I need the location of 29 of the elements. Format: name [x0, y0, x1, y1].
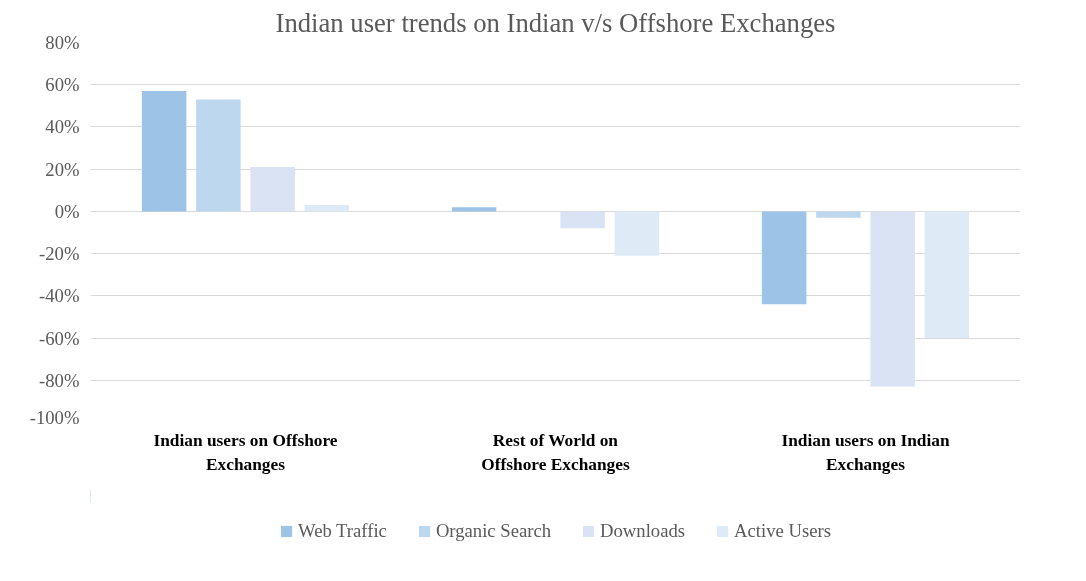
- y-tick-label: -80%: [39, 369, 80, 391]
- legend-label: Active Users: [734, 520, 831, 542]
- bar: [816, 211, 861, 218]
- chart-title: Indian user trends on Indian v/s Offshore Exchanges: [275, 7, 836, 38]
- legend-label: Organic Search: [435, 520, 552, 542]
- y-tick-label: -40%: [39, 285, 80, 307]
- bar: [924, 211, 970, 339]
- y-tick-label: 60%: [45, 74, 80, 96]
- y-tick-label: 40%: [45, 116, 80, 138]
- x-tick-label: Rest of World on Offshore Exchanges: [481, 431, 630, 474]
- bar: [451, 207, 497, 212]
- bar: [141, 91, 187, 212]
- y-tick-label: 0%: [54, 200, 80, 222]
- bar: [560, 211, 605, 229]
- y-tick-label: -60%: [39, 327, 80, 349]
- y-tick-label: -20%: [39, 243, 80, 265]
- y-tick-label: -100%: [29, 406, 80, 428]
- legend-label: Web Traffic: [298, 520, 387, 542]
- bar: [196, 99, 241, 212]
- bar: [250, 167, 295, 212]
- x-tick-label: Indian users on Indian Exchanges: [781, 431, 950, 474]
- bar: [614, 211, 660, 256]
- bar: [304, 205, 350, 212]
- y-tick-label: 20%: [45, 158, 80, 180]
- x-tick-label: Indian users on Offshore Exchanges: [153, 431, 338, 474]
- legend-label: Downloads: [600, 520, 686, 542]
- bar: [870, 211, 915, 387]
- bar: [761, 211, 807, 305]
- y-tick-label: 80%: [45, 32, 80, 53]
